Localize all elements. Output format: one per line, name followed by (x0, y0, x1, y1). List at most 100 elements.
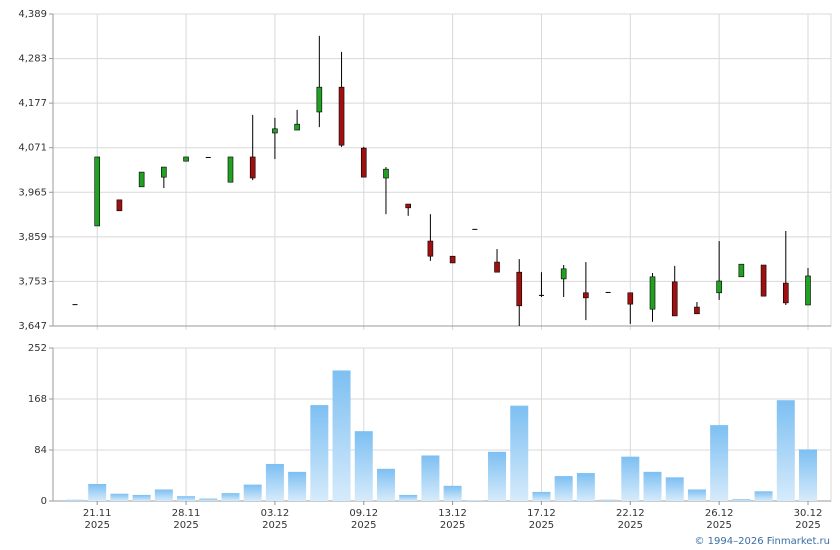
candle-body (605, 291, 611, 293)
x-tick-label: 2025 (173, 520, 198, 531)
volume-bar (88, 484, 107, 501)
x-tick-label: 03.12 (261, 508, 290, 519)
volume-bar (332, 370, 351, 501)
candle-body (249, 156, 256, 179)
volume-bar (399, 494, 418, 501)
candle-body (494, 261, 500, 273)
y-tick-label: 168 (28, 394, 47, 405)
volume-bar (799, 449, 817, 501)
y-tick-label: 3,647 (18, 321, 47, 332)
candle-body (138, 171, 145, 188)
volume-bar (376, 468, 395, 501)
candle-body (627, 292, 634, 305)
candle-body (449, 255, 456, 264)
candle-body (405, 203, 411, 209)
candle-body (716, 280, 722, 294)
y-tick-label: 0 (41, 496, 47, 507)
plot-frame (52, 13, 832, 327)
candle-body (72, 304, 78, 306)
y-tick-label: 4,071 (18, 143, 47, 154)
volume-bar (243, 484, 262, 501)
y-tick-label: 4,389 (18, 9, 47, 20)
x-tick-label: 09.12 (349, 508, 378, 519)
volume-bar (710, 425, 729, 501)
candle-body (649, 276, 656, 310)
candle-body (516, 271, 523, 307)
volume-bar (310, 405, 329, 501)
volume-bar (687, 489, 706, 501)
candle-body (94, 156, 101, 227)
x-tick-label: 2025 (440, 520, 465, 531)
x-tick-label: 28.11 (172, 508, 201, 519)
candle-body (272, 128, 278, 134)
volume-bar (288, 471, 307, 501)
candle-body (205, 156, 211, 158)
volume-bar (488, 451, 507, 501)
candle-body (227, 156, 234, 183)
volume-bar (532, 491, 551, 501)
candle-body (360, 147, 367, 178)
volume-bar (66, 499, 84, 501)
y-tick-label: 3,859 (18, 232, 47, 243)
candle-body (738, 263, 745, 278)
candle-body (183, 156, 189, 162)
volume-bar (621, 456, 640, 501)
volume-bar (754, 491, 773, 501)
x-tick-label: 2025 (795, 520, 820, 531)
candle-body (694, 306, 700, 315)
footer-link[interactable]: © 1994–2026 Finmarket.ru (694, 536, 830, 547)
candle-body (316, 86, 323, 113)
candle-body (782, 282, 789, 304)
volume-bar (665, 477, 684, 501)
x-tick-label: 30.12 (794, 508, 823, 519)
candle-body (538, 294, 544, 296)
x-tick-label: 2025 (618, 520, 643, 531)
candle-body (472, 228, 478, 230)
volume-bar (443, 485, 462, 501)
volume-bar (510, 405, 529, 501)
candle-body (583, 292, 589, 299)
y-tick-label: 84 (34, 445, 47, 456)
volume-bar (776, 400, 795, 501)
volume-bar (265, 463, 284, 501)
x-tick-label: 2025 (262, 520, 287, 531)
candle-body (805, 275, 811, 306)
candle-body (161, 166, 167, 178)
volume-bar (154, 489, 173, 501)
y-tick-label: 252 (28, 343, 47, 354)
volume-bar (732, 499, 751, 501)
y-tick-label: 3,965 (18, 187, 47, 198)
volume-bar (132, 494, 151, 501)
x-tick-label: 26.12 (705, 508, 734, 519)
volume-bar (554, 476, 573, 501)
x-tick-label: 21.11 (83, 508, 112, 519)
x-tick-label: 2025 (529, 520, 554, 531)
candle-body (760, 264, 767, 297)
y-tick-label: 4,177 (18, 98, 47, 109)
volume-bar (221, 493, 240, 501)
x-tick-label: 17.12 (527, 508, 556, 519)
candle-body (427, 240, 434, 257)
candle-body (338, 86, 345, 146)
y-tick-label: 3,753 (18, 276, 47, 287)
volume-bar (421, 455, 440, 501)
volume-bar (110, 493, 129, 501)
volume-bar (354, 431, 373, 501)
volume-bar (199, 498, 218, 501)
x-tick-label: 13.12 (438, 508, 467, 519)
candle-body (294, 123, 300, 131)
volume-bar (599, 499, 618, 501)
x-tick-label: 22.12 (616, 508, 645, 519)
candle-body (671, 281, 678, 317)
candle-body (383, 168, 389, 179)
candle-body (560, 268, 567, 280)
volume-bar (465, 500, 484, 501)
candle-body (116, 199, 123, 212)
volume-bar (643, 471, 662, 501)
x-tick-label: 2025 (84, 520, 109, 531)
x-tick-label: 2025 (351, 520, 376, 531)
y-tick-label: 4,283 (18, 54, 47, 65)
x-tick-label: 2025 (706, 520, 731, 531)
volume-bar (576, 473, 595, 501)
